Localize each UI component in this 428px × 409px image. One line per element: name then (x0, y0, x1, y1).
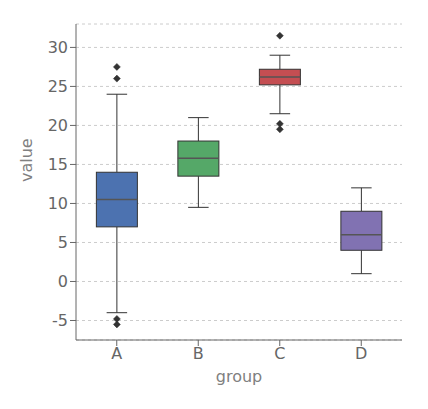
svg-text:value: value (17, 138, 36, 182)
svg-text:-5: -5 (52, 311, 68, 330)
svg-text:A: A (111, 344, 122, 363)
svg-text:15: 15 (48, 155, 68, 174)
svg-text:D: D (355, 344, 367, 363)
svg-text:25: 25 (48, 77, 68, 96)
svg-text:0: 0 (58, 272, 68, 291)
svg-text:5: 5 (58, 233, 68, 252)
svg-text:30: 30 (48, 38, 68, 57)
svg-text:20: 20 (48, 116, 68, 135)
svg-text:B: B (193, 344, 204, 363)
svg-text:C: C (274, 344, 285, 363)
svg-text:group: group (216, 367, 262, 386)
svg-text:10: 10 (48, 194, 68, 213)
